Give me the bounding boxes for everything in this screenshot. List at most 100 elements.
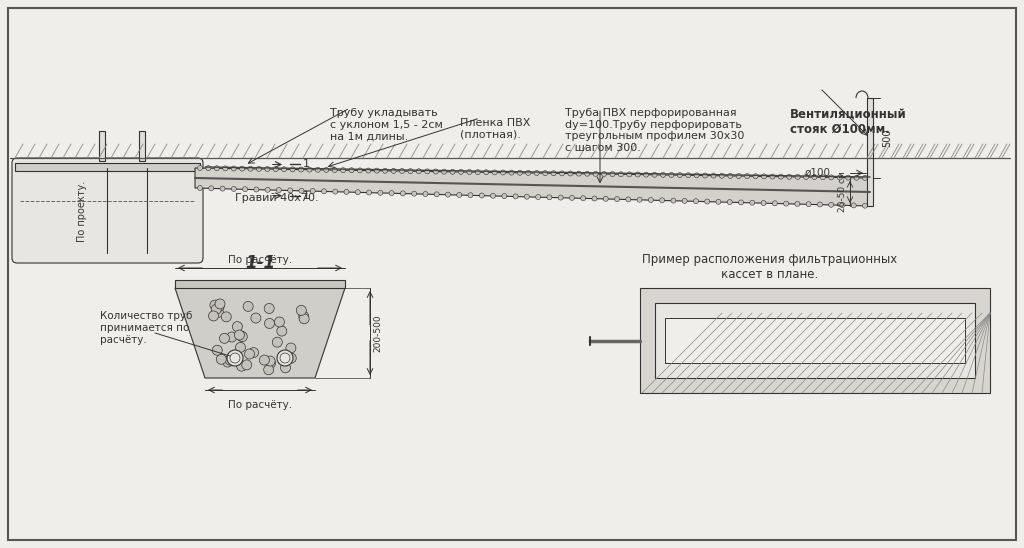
Circle shape <box>603 196 608 201</box>
Text: Гравий 40х70.: Гравий 40х70. <box>234 193 318 203</box>
Circle shape <box>238 332 248 341</box>
Text: 500: 500 <box>882 129 892 147</box>
Circle shape <box>720 173 724 178</box>
Bar <box>99 131 105 161</box>
Circle shape <box>276 326 287 336</box>
Circle shape <box>660 173 666 178</box>
Circle shape <box>502 193 507 198</box>
Circle shape <box>214 165 219 171</box>
Circle shape <box>677 173 682 178</box>
Circle shape <box>601 172 606 176</box>
Circle shape <box>795 202 800 207</box>
Circle shape <box>551 171 556 176</box>
Circle shape <box>324 167 329 173</box>
Circle shape <box>716 199 721 204</box>
Circle shape <box>828 202 834 207</box>
Circle shape <box>234 330 245 340</box>
Circle shape <box>450 169 455 174</box>
Circle shape <box>231 166 237 171</box>
Circle shape <box>299 167 303 172</box>
Circle shape <box>652 172 657 177</box>
Circle shape <box>846 175 851 180</box>
Circle shape <box>274 317 285 327</box>
Circle shape <box>281 354 291 364</box>
Circle shape <box>209 311 218 321</box>
Circle shape <box>332 168 337 173</box>
Circle shape <box>524 194 529 199</box>
Circle shape <box>581 196 586 201</box>
Circle shape <box>412 191 417 196</box>
Circle shape <box>209 186 214 191</box>
Text: По расчёту.: По расчёту. <box>228 400 292 410</box>
Circle shape <box>383 168 388 173</box>
Circle shape <box>559 171 564 176</box>
Circle shape <box>236 342 246 352</box>
Circle shape <box>408 169 413 174</box>
Circle shape <box>391 168 396 173</box>
Circle shape <box>434 192 439 197</box>
Circle shape <box>389 191 394 196</box>
Circle shape <box>509 170 514 175</box>
Circle shape <box>854 175 859 180</box>
Circle shape <box>772 201 777 206</box>
Circle shape <box>585 171 590 176</box>
Circle shape <box>375 168 379 173</box>
Circle shape <box>225 355 236 365</box>
Circle shape <box>307 167 312 172</box>
Bar <box>139 131 145 161</box>
Text: По проекту.: По проекту. <box>77 180 87 242</box>
Circle shape <box>237 332 247 341</box>
Circle shape <box>838 175 843 180</box>
Circle shape <box>796 174 800 179</box>
Circle shape <box>682 198 687 203</box>
Circle shape <box>265 167 270 172</box>
Circle shape <box>459 169 464 174</box>
Text: 1: 1 <box>303 159 310 169</box>
Circle shape <box>851 203 856 208</box>
Circle shape <box>558 195 563 200</box>
Polygon shape <box>175 288 345 378</box>
Circle shape <box>264 304 274 313</box>
Circle shape <box>705 199 710 204</box>
Circle shape <box>483 170 488 175</box>
Circle shape <box>278 350 293 366</box>
Circle shape <box>249 347 259 358</box>
Circle shape <box>783 201 788 206</box>
Circle shape <box>468 193 473 198</box>
Bar <box>665 318 965 363</box>
Circle shape <box>299 314 309 324</box>
Circle shape <box>778 174 783 179</box>
Circle shape <box>820 175 825 180</box>
Circle shape <box>265 356 275 366</box>
Circle shape <box>286 343 296 353</box>
Circle shape <box>626 197 631 202</box>
Text: Пленка ПВХ
(плотная).: Пленка ПВХ (плотная). <box>460 118 530 140</box>
Circle shape <box>288 188 293 193</box>
Circle shape <box>479 193 484 198</box>
Circle shape <box>750 200 755 205</box>
Circle shape <box>536 195 541 199</box>
Circle shape <box>399 168 404 174</box>
Circle shape <box>366 168 371 173</box>
Circle shape <box>812 175 817 180</box>
Circle shape <box>264 318 274 328</box>
Text: 20-50 см: 20-50 см <box>838 172 847 213</box>
Circle shape <box>618 172 624 177</box>
Circle shape <box>198 186 203 191</box>
Polygon shape <box>195 168 870 206</box>
Circle shape <box>501 170 506 175</box>
Bar <box>175 280 345 288</box>
Circle shape <box>322 189 327 194</box>
Circle shape <box>635 172 640 177</box>
Circle shape <box>659 198 665 203</box>
Circle shape <box>493 170 497 175</box>
Circle shape <box>248 166 253 171</box>
Circle shape <box>227 350 243 366</box>
Circle shape <box>543 170 548 175</box>
Circle shape <box>211 304 221 315</box>
Circle shape <box>441 169 446 174</box>
Circle shape <box>517 170 522 175</box>
Circle shape <box>728 173 733 179</box>
Circle shape <box>417 169 421 174</box>
Bar <box>655 303 975 378</box>
